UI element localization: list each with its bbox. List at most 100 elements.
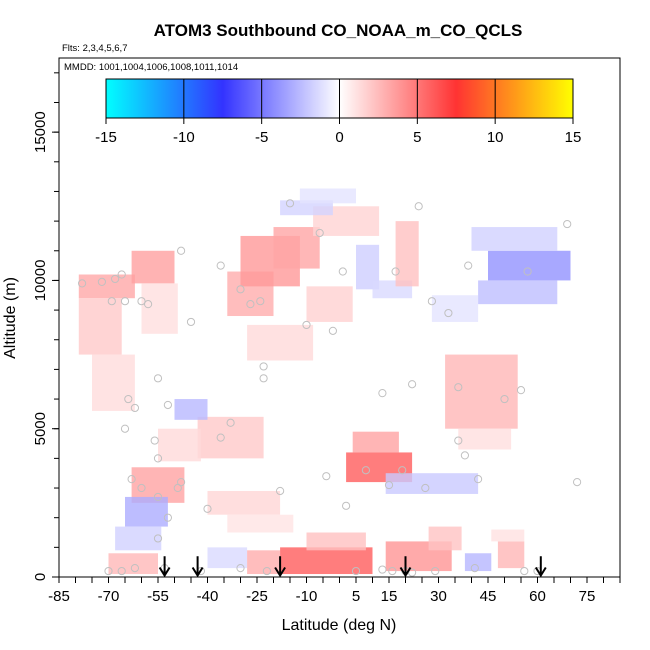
y-axis-label: Altitude (m) bbox=[2, 277, 19, 359]
heatmap-cell bbox=[497, 541, 525, 569]
observation-point bbox=[391, 267, 400, 276]
observation-point bbox=[388, 566, 397, 576]
x-tick-label: 75 bbox=[579, 588, 596, 605]
observation-point bbox=[130, 403, 139, 413]
observation-point bbox=[150, 436, 159, 445]
heatmap-cell bbox=[306, 286, 353, 322]
observation-point bbox=[408, 380, 417, 389]
observation-point bbox=[276, 486, 285, 496]
observation-point bbox=[342, 501, 351, 510]
heatmap-cell bbox=[356, 244, 380, 290]
flight-arrow bbox=[191, 556, 204, 578]
observation-point bbox=[302, 320, 311, 330]
y-tick-label: 15000 bbox=[32, 111, 49, 153]
colorbar-tick-label: -10 bbox=[173, 129, 195, 146]
heatmap-cell bbox=[197, 416, 264, 459]
colorbar-tick-label: -5 bbox=[255, 129, 268, 146]
observation-point bbox=[78, 279, 87, 288]
heatmap-cell bbox=[306, 532, 366, 551]
colorbar-tick-label: 15 bbox=[565, 129, 582, 146]
observation-point bbox=[173, 483, 182, 493]
observation-point bbox=[177, 246, 186, 255]
heatmap-cell bbox=[158, 428, 201, 462]
observation-point bbox=[427, 297, 436, 306]
observation-point bbox=[378, 389, 387, 398]
observation-point bbox=[474, 475, 483, 484]
x-tick-label: -70 bbox=[98, 588, 120, 605]
observation-point bbox=[431, 566, 440, 576]
flights-label: Flts: 2,3,4,5,6,7 bbox=[62, 43, 127, 54]
observation-point bbox=[97, 277, 107, 287]
observation-point bbox=[285, 199, 295, 208]
observation-point bbox=[454, 436, 463, 445]
observation-point bbox=[153, 454, 163, 463]
observation-point bbox=[137, 297, 146, 306]
heatmap-cell bbox=[385, 473, 479, 494]
heatmap-cell bbox=[131, 250, 175, 284]
observation-point bbox=[520, 566, 529, 576]
chart-title: ATOM3 Southbound CO_NOAA_m_CO_QCLS bbox=[154, 21, 523, 40]
heatmap-cell bbox=[207, 547, 248, 569]
y-axis: 0 5000 10000 15000 bbox=[32, 72, 59, 581]
heatmap-cell bbox=[108, 553, 158, 575]
observation-point bbox=[163, 400, 172, 410]
x-tick-label: 45 bbox=[480, 588, 497, 605]
x-tick-label: -25 bbox=[246, 588, 268, 605]
observation-point bbox=[203, 504, 212, 513]
heatmap-cell bbox=[431, 295, 479, 322]
colorbar-tick-label: 0 bbox=[335, 129, 343, 146]
observation-point bbox=[107, 297, 116, 306]
observation-point bbox=[315, 228, 324, 238]
x-tick-label: -10 bbox=[296, 588, 318, 605]
observation-point bbox=[338, 267, 347, 276]
observation-point bbox=[384, 480, 394, 490]
observation-points bbox=[78, 199, 582, 577]
mmdd-label: MMDD: 1001,1004,1006,1008,1011,1014 bbox=[64, 62, 238, 73]
colorbar-tick-label: -15 bbox=[95, 129, 117, 146]
observation-point bbox=[153, 492, 163, 502]
observation-point bbox=[351, 566, 361, 576]
y-tick-label: 10000 bbox=[32, 260, 49, 302]
observation-point bbox=[127, 475, 136, 484]
x-tick-label: -85 bbox=[48, 588, 70, 605]
observation-point bbox=[464, 261, 473, 270]
observation-point bbox=[117, 270, 126, 279]
x-tick-label: 5 bbox=[352, 588, 360, 605]
observation-point bbox=[216, 261, 225, 270]
observation-point bbox=[104, 566, 113, 576]
heatmap-cell bbox=[227, 514, 294, 533]
observation-point bbox=[124, 394, 133, 404]
heatmap-cell bbox=[299, 188, 356, 204]
observation-point bbox=[153, 534, 163, 543]
heatmap-cell bbox=[458, 428, 512, 450]
y-tick-label: 0 bbox=[32, 573, 49, 581]
heatmap-cell bbox=[478, 280, 558, 305]
heatmap-cell bbox=[428, 526, 462, 551]
observation-point bbox=[117, 566, 126, 576]
x-tick-label: -55 bbox=[147, 588, 169, 605]
observation-point bbox=[186, 317, 196, 327]
heatmap-cell bbox=[78, 274, 135, 299]
colorbar-tick-label: 5 bbox=[413, 129, 421, 146]
observation-point bbox=[111, 274, 120, 284]
flight-arrow bbox=[274, 556, 286, 578]
observation-point bbox=[460, 451, 469, 460]
heatmap-cell bbox=[207, 490, 281, 515]
observation-point bbox=[259, 362, 268, 371]
heatmap-cells bbox=[78, 188, 571, 575]
colorbar: -15 -10 -5 0 5 10 15 bbox=[95, 78, 582, 146]
observation-point bbox=[378, 565, 387, 574]
observation-point bbox=[563, 219, 572, 229]
x-axis: -85 -70 -55 -40 -25 -10 5 15 30 45 60 75 bbox=[48, 577, 621, 605]
observation-point bbox=[137, 483, 146, 493]
heatmap-cell bbox=[247, 324, 314, 361]
heatmap-cell bbox=[78, 298, 122, 355]
heatmap-cell bbox=[395, 221, 419, 287]
observation-point bbox=[573, 477, 582, 487]
observation-point bbox=[163, 513, 172, 522]
x-tick-label: -40 bbox=[197, 588, 219, 605]
x-tick-label: 15 bbox=[381, 588, 398, 605]
observation-point bbox=[256, 297, 265, 306]
heatmap-cell bbox=[92, 354, 135, 411]
heatmap-cell bbox=[247, 550, 281, 575]
